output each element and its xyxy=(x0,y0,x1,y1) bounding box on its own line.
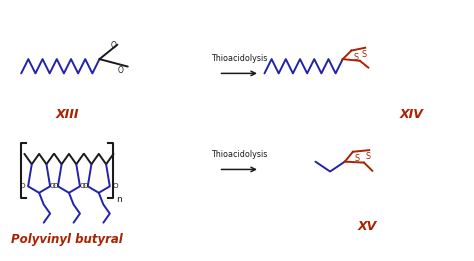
Text: XIII: XIII xyxy=(55,108,79,121)
Text: O: O xyxy=(20,183,25,189)
Text: O: O xyxy=(112,183,118,189)
Text: Thioacidolysis: Thioacidolysis xyxy=(211,54,267,63)
Text: n: n xyxy=(116,195,122,204)
Text: Thioacidolysis: Thioacidolysis xyxy=(211,150,267,159)
Text: XIV: XIV xyxy=(400,108,423,121)
Text: O: O xyxy=(50,183,55,189)
Text: O: O xyxy=(118,66,123,75)
Text: XV: XV xyxy=(358,220,377,233)
Text: O: O xyxy=(111,41,117,50)
Text: S: S xyxy=(353,53,358,62)
Text: S: S xyxy=(366,152,371,161)
Text: S: S xyxy=(355,154,360,163)
Text: O: O xyxy=(79,183,85,189)
Text: Polyvinyl butyral: Polyvinyl butyral xyxy=(11,233,123,246)
Text: S: S xyxy=(362,50,367,59)
Text: O: O xyxy=(82,183,88,189)
Text: O: O xyxy=(53,183,58,189)
